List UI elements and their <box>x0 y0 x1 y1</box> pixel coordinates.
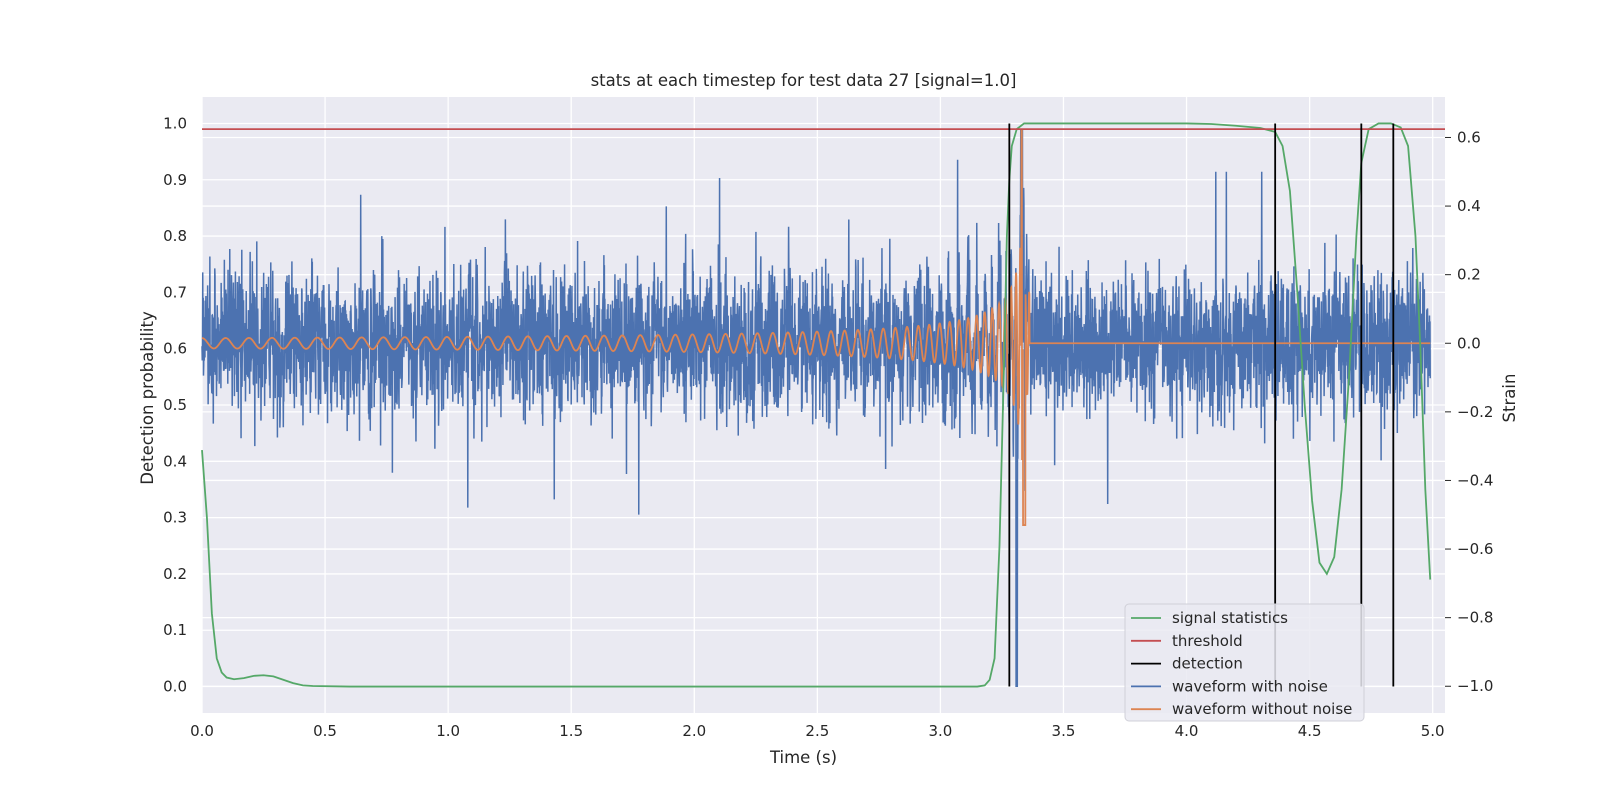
legend-label: signal statistics <box>1172 609 1288 627</box>
legend-label: waveform without noise <box>1172 700 1352 718</box>
waveform-without-noise-line <box>202 129 1431 526</box>
waveform-with-noise-line <box>201 129 1431 687</box>
x-tick-label: 0.0 <box>190 722 214 740</box>
x-tick-label: 3.0 <box>928 722 952 740</box>
x-tick-label: 5.0 <box>1421 722 1445 740</box>
y-left-tick-label: 0.5 <box>163 396 187 414</box>
y-left-tick-label: 1.0 <box>163 114 187 132</box>
x-tick-label: 1.5 <box>559 722 583 740</box>
y-right-tick-label: 0.4 <box>1457 197 1481 215</box>
x-tick-label: 2.5 <box>805 722 829 740</box>
legend-box <box>1124 603 1365 722</box>
y-left-tick-label: 0.1 <box>163 621 187 639</box>
y-right-tick-label: 0.6 <box>1457 128 1481 146</box>
plot-area <box>201 122 1445 688</box>
legend-label: detection <box>1172 655 1243 673</box>
y-left-tick-label: 0.2 <box>163 565 187 583</box>
y-right-tick-label: −0.8 <box>1457 609 1493 627</box>
y-left-tick-label: 0.0 <box>163 678 187 696</box>
y-left-axis-title: Detection probability <box>138 311 157 485</box>
y-right-tick-label: −0.2 <box>1457 403 1493 421</box>
chart-title: stats at each timestep for test data 27 … <box>591 71 1017 90</box>
y-left-tick-label: 0.7 <box>163 283 187 301</box>
legend-label: waveform with noise <box>1172 677 1328 695</box>
x-tick-label: 3.5 <box>1052 722 1076 740</box>
y-left-tick-label: 0.3 <box>163 509 187 527</box>
y-right-tick-label: 0.0 <box>1457 334 1481 352</box>
y-right-tick-label: −0.4 <box>1457 471 1493 489</box>
y-right-tick-label: 0.2 <box>1457 266 1481 284</box>
y-left-tick-label: 0.8 <box>163 227 187 245</box>
x-tick-label: 4.0 <box>1175 722 1199 740</box>
axes: 0.0 0.5 1.0 1.5 2.0 2.5 3.0 3.5 4.0 4.5 5.0 0.0 0.1 0… <box>163 114 1493 740</box>
x-axis-title: Time (s) <box>769 748 837 767</box>
x-tick-label: 1.0 <box>436 722 460 740</box>
y-right-tick-label: −0.6 <box>1457 540 1493 558</box>
legend-label: threshold <box>1172 632 1243 650</box>
x-tick-label: 4.5 <box>1298 722 1322 740</box>
y-left-tick-label: 0.6 <box>163 340 187 358</box>
x-tick-label: 0.5 <box>313 722 337 740</box>
x-tick-label: 2.0 <box>682 722 706 740</box>
y-left-tick-label: 0.9 <box>163 171 187 189</box>
y-left-tick-label: 0.4 <box>163 452 187 470</box>
y-right-tick-label: −1.0 <box>1457 677 1493 695</box>
y-right-axis-title: Strain <box>1500 374 1519 423</box>
legend: signal statistics threshold detection wavef… <box>1124 603 1365 722</box>
